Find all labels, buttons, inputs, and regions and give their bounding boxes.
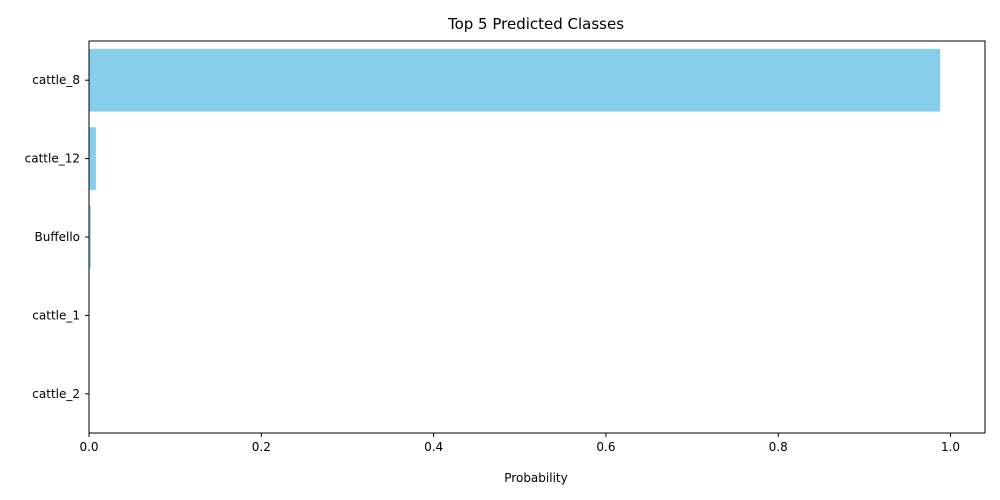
x-tick-label: 0.0 [79,440,98,454]
bar-cattle_8 [89,48,941,112]
x-tick-label: 0.6 [596,440,615,454]
x-tick-label: 1.0 [941,440,960,454]
chart-title: Top 5 Predicted Classes [447,15,624,33]
y-tick-label: cattle_8 [32,73,80,87]
y-tick-label: cattle_1 [32,308,80,322]
x-tick-label: 0.8 [769,440,788,454]
bar-Buffello [89,205,91,269]
y-tick-label: Buffello [35,230,81,244]
y-tick-label: cattle_2 [32,387,80,401]
x-axis-label: Probability [504,471,567,485]
x-tick-label: 0.4 [424,440,443,454]
bar-cattle_12 [89,127,96,190]
axes-layer: cattle_8 cattle_12 Buffello cattle_1 cattle_… [25,40,986,454]
y-tick-label: cattle_12 [25,152,80,166]
bars-layer [89,48,941,426]
x-tick-label: 0.2 [252,440,271,454]
plot-frame [88,40,986,434]
